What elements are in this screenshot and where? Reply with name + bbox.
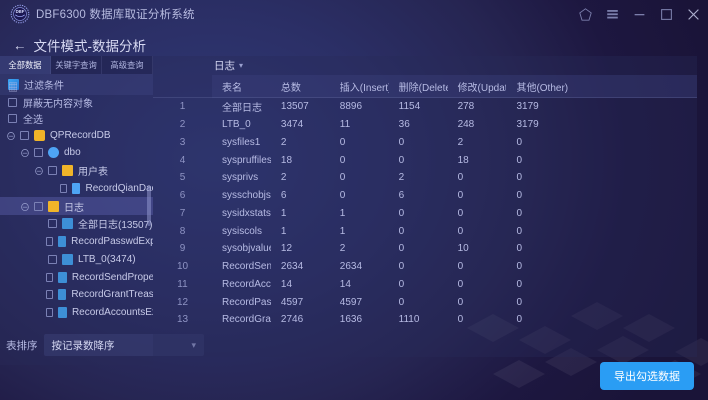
svg-text:DBF: DBF <box>16 9 25 14</box>
